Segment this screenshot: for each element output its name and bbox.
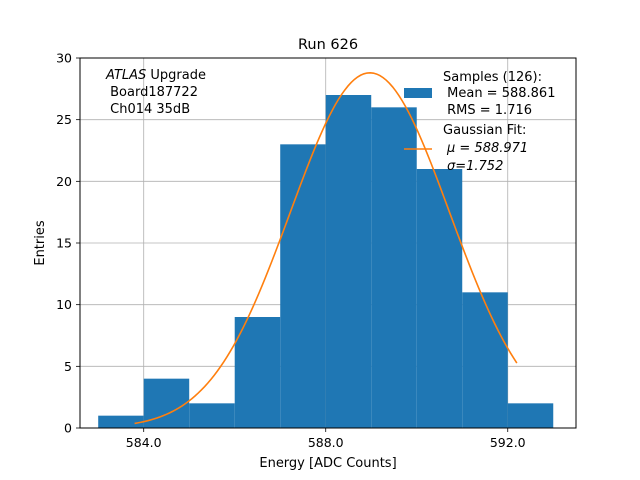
y-tick-label: 20 [56,174,72,189]
annotation-channel: Ch014 35dB [106,102,190,117]
y-tick-label: 15 [56,236,72,251]
histogram-bar [416,169,463,428]
annotation-atlas: ATLAS [105,68,146,83]
x-tick-label: 592.0 [490,435,526,450]
annotation-upgrade: Upgrade [146,68,206,83]
legend-fit-title: Gaussian Fit: [443,123,526,138]
y-tick-label: 30 [56,51,72,66]
histogram-bar [234,317,281,428]
y-tick-label: 5 [64,359,72,374]
x-tick-label: 584.0 [126,435,162,450]
axis-ticks: 584.0 588.0 592.0 0 5 10 15 20 25 30 [56,51,526,451]
chart-title: Run 626 [298,37,358,53]
y-tick-label: 10 [56,297,72,312]
histogram-bar [189,403,235,428]
y-axis-label: Entries [33,220,48,266]
legend-samples-mean: Mean = 588.861 [443,86,555,101]
histogram-bar [325,95,372,428]
legend-samples-rms: RMS = 1.716 [443,103,532,118]
histogram-bar [507,403,554,428]
annotation: ATLAS Upgrade Board187722 Ch014 35dB [105,68,206,117]
histogram-bar [280,144,326,429]
y-tick-label: 25 [56,112,72,127]
legend-fit-mu: μ = 588.971 [446,141,528,156]
gaussian-fit [134,71,518,425]
x-axis-label: Energy [ADC Counts] [259,456,396,471]
annotation-line-1: ATLAS Upgrade [105,68,206,83]
legend: Samples (126): Mean = 588.861 RMS = 1.71… [404,70,555,174]
annotation-board: Board187722 [106,85,198,100]
legend-fit-sigma: σ=1.752 [447,159,503,174]
legend-samples-swatch [404,88,432,98]
histogram-bar [98,415,144,428]
x-tick-label: 588.0 [308,435,344,450]
histogram-bars [98,95,554,429]
histogram-bar [462,292,508,428]
legend-samples-title: Samples (126): [443,70,542,85]
histogram-bar [371,107,417,428]
gaussian-fit-curve [134,71,518,425]
y-tick-label: 0 [64,421,72,436]
